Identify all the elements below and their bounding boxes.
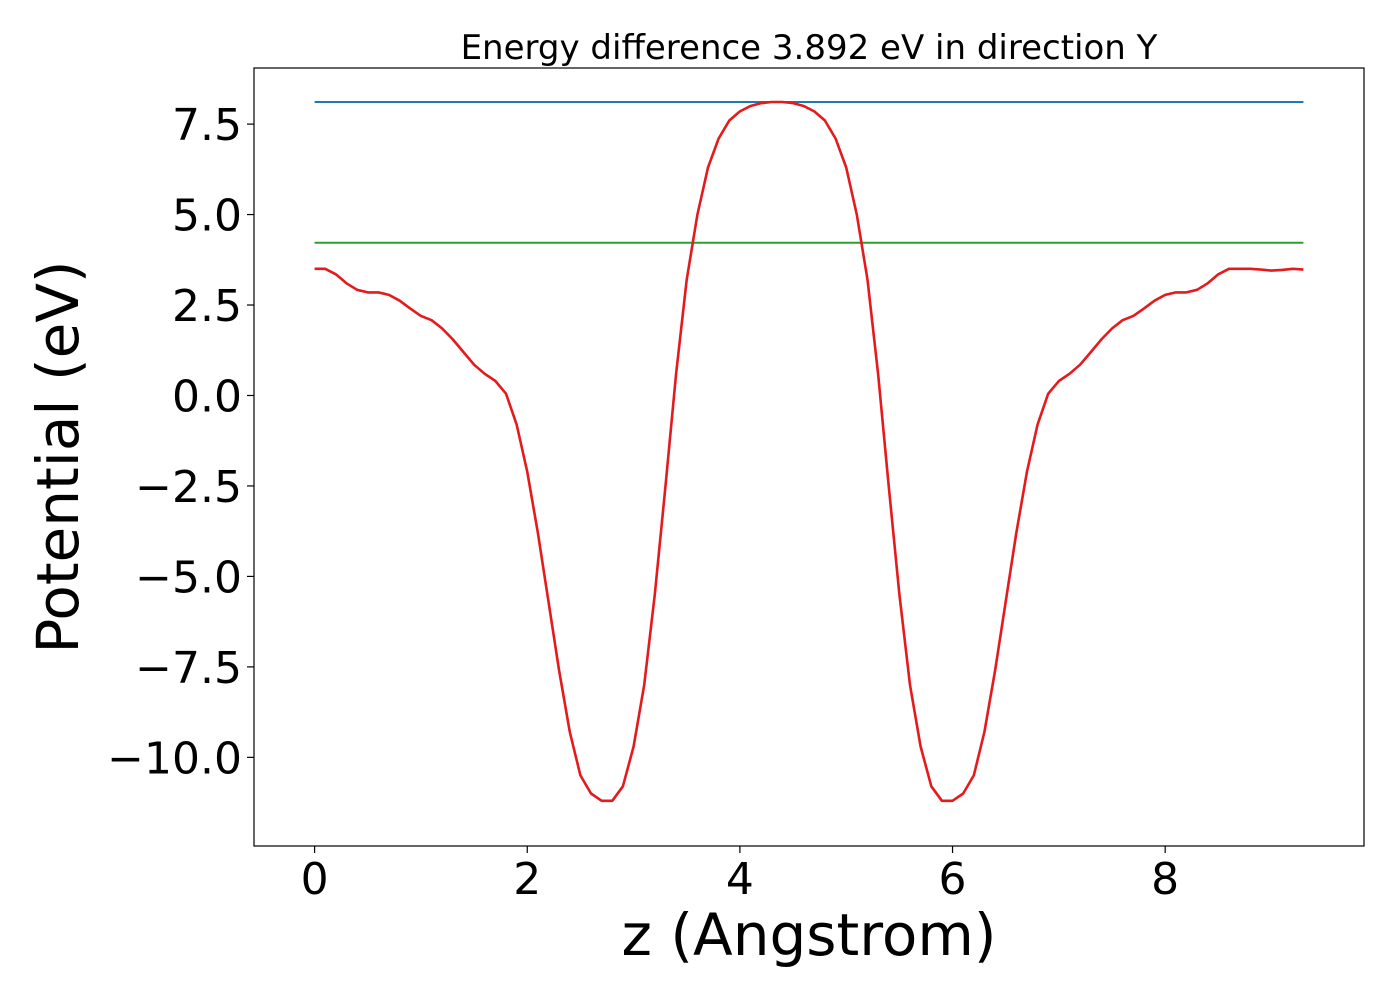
x-axis: 0 2 4 6 8 <box>301 846 1179 905</box>
x-tick-label: 6 <box>939 854 967 905</box>
y-tick-label: −5.0 <box>135 552 242 603</box>
x-axis-label: z (Angstrom) <box>622 901 997 969</box>
y-tick-label: −10.0 <box>107 733 242 784</box>
x-tick-label: 2 <box>513 854 541 905</box>
y-tick-label: 7.5 <box>172 100 242 151</box>
series-layer <box>314 100 1304 803</box>
y-tick-label: 0.0 <box>172 371 242 422</box>
x-tick-label: 4 <box>726 854 754 905</box>
y-tick-label: −7.5 <box>135 643 242 694</box>
chart-title: Energy difference 3.892 eV in direction … <box>461 28 1158 68</box>
y-tick-label: 5.0 <box>172 191 242 242</box>
x-tick-label: 0 <box>301 854 329 905</box>
y-tick-label: 2.5 <box>172 281 242 332</box>
y-axis: −10.0 −7.5 −5.0 −2.5 0.0 2.5 5.0 7.5 <box>107 100 254 784</box>
plot-frame <box>253 67 1365 847</box>
y-tick-label: −2.5 <box>135 462 242 513</box>
x-tick-label: 8 <box>1151 854 1179 905</box>
series-line-3 <box>314 100 1304 803</box>
y-axis-label: Potential (eV) <box>24 260 92 653</box>
